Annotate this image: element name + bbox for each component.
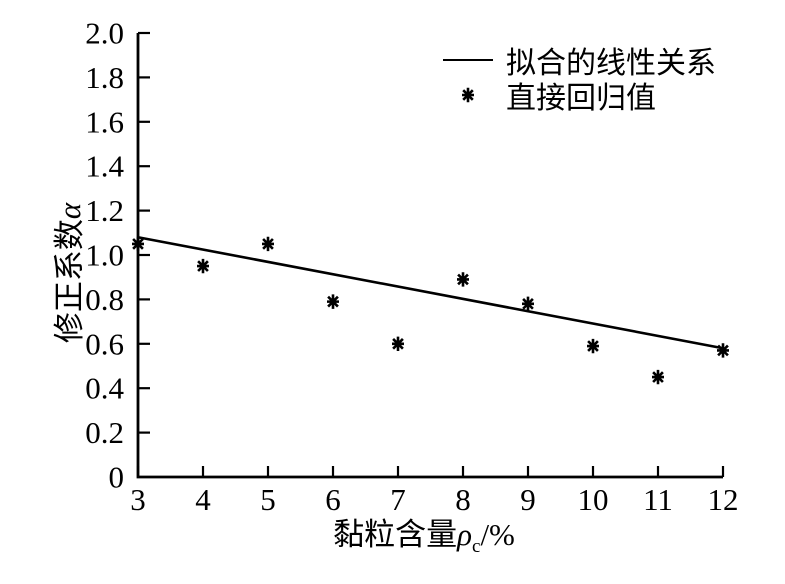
legend-item-fitted-line: 拟合的线性关系 <box>440 42 716 80</box>
y-tick-label: 0.6 <box>85 326 124 361</box>
y-tick-label: 1.2 <box>85 193 124 228</box>
legend-label-regression-values: 直接回归值 <box>506 81 656 115</box>
x-axis-title: 黏粒含量ρc/% <box>274 509 574 556</box>
legend-label-fitted-line: 拟合的线性关系 <box>506 46 716 80</box>
x-axis-title-suffix: /% <box>480 517 515 552</box>
asterisk-marker-icon <box>440 86 496 104</box>
data-point-marker <box>587 338 599 354</box>
y-tick-label: 0.4 <box>85 371 124 406</box>
data-point-marker <box>262 236 274 252</box>
x-tick-label: 5 <box>260 482 276 517</box>
y-tick-label: 0.8 <box>85 282 124 317</box>
x-axis-title-subscript: c <box>472 536 481 558</box>
legend-item-regression-values: 直接回归值 <box>440 77 716 115</box>
x-tick-label: 3 <box>130 482 146 517</box>
data-point-marker <box>652 369 664 385</box>
data-point-marker <box>132 236 144 252</box>
data-point-marker <box>717 343 729 358</box>
x-axis-title-text: 黏粒含量 <box>333 517 458 552</box>
x-tick-label: 12 <box>708 482 739 517</box>
fitted-line <box>137 235 724 350</box>
y-tick-label: 1.4 <box>85 149 124 184</box>
x-axis-title-symbol: ρ <box>457 517 472 552</box>
y-tick-label: 2.0 <box>85 16 124 51</box>
data-point-marker <box>197 258 209 274</box>
y-tick-label: 0 <box>109 460 125 495</box>
y-tick-label: 0.2 <box>85 415 124 450</box>
y-tick-label: 1.8 <box>85 60 124 95</box>
x-tick-label: 11 <box>643 482 673 517</box>
y-tick-label: 1.0 <box>85 238 124 273</box>
x-tick-label: 8 <box>455 482 471 517</box>
data-point-marker <box>392 336 404 351</box>
x-tick-label: 6 <box>325 482 341 517</box>
y-axis-title-text: 修正系数 <box>52 219 87 344</box>
y-axis-title-symbol: α <box>52 202 87 220</box>
x-tick-label: 9 <box>520 482 536 517</box>
y-tick-label: 1.6 <box>85 104 124 139</box>
line-swatch-icon <box>440 51 496 69</box>
data-point-marker <box>327 294 339 309</box>
x-tick-label: 7 <box>390 482 406 517</box>
y-axis-title: 修正系数α <box>44 168 87 378</box>
data-point-marker <box>457 272 469 287</box>
data-point-marker <box>522 296 534 312</box>
x-tick-label: 10 <box>578 482 609 517</box>
x-tick-label: 4 <box>195 482 211 517</box>
legend: 拟合的线性关系 直接回归值 <box>440 42 716 115</box>
